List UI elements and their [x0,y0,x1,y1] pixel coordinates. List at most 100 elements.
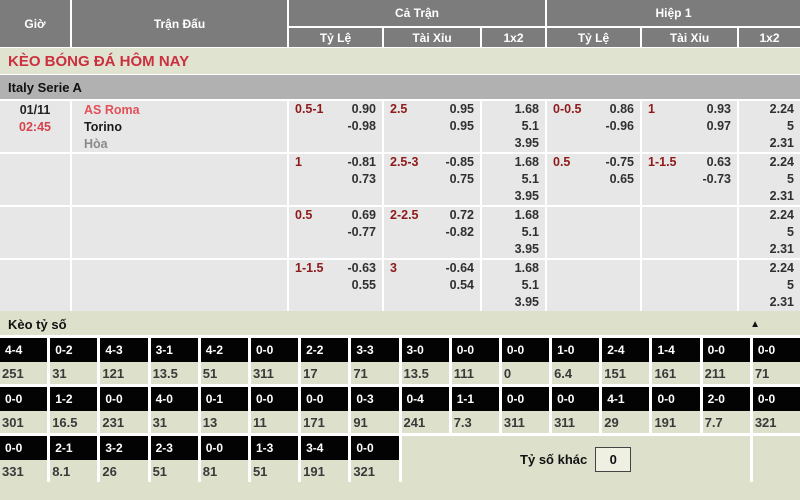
collapse-arrow-icon[interactable]: ▲ [750,318,760,330]
odds-value[interactable]: 5 [787,278,794,292]
score-chip[interactable]: 0-0 [0,387,48,411]
ft-1x2-cell[interactable]: 1.68 5.1 3.95 [482,207,545,258]
score-chip[interactable]: 1-3 [250,436,299,460]
ft-1x2-cell[interactable]: 1.68 5.1 3.95 [482,154,545,205]
odds-value[interactable]: 5.1 [521,119,539,133]
odds-value[interactable]: 0.90 [351,102,376,116]
ft-handicap-cell[interactable]: 1 -0.81 0.73 [289,154,382,205]
h1-1x2-cell[interactable]: 2.24 5 2.31 [739,260,800,311]
odds-value[interactable]: 2.31 [769,242,794,256]
home-team[interactable]: AS Roma [84,103,140,117]
odds-value[interactable]: 2.24 [769,155,794,169]
odds-value[interactable]: 3.95 [514,295,539,309]
odds-value[interactable]: 0.72 [449,208,474,222]
score-cell[interactable]: 0-0 0 [501,338,550,384]
h1-over-under-cell[interactable]: 1 0.93 0.97 [642,101,737,152]
odds-value[interactable]: 2.31 [769,136,794,150]
odds-value[interactable]: 5.1 [521,278,539,292]
odds-value[interactable]: -0.81 [347,155,377,169]
score-chip[interactable]: 0-3 [351,387,399,411]
odds-value[interactable]: 2.24 [769,208,794,222]
odds-value[interactable]: 5 [787,172,794,186]
score-cell[interactable]: 0-0 211 [702,338,750,384]
odds-value[interactable]: -0.64 [445,261,475,275]
score-cell[interactable]: 0-0 81 [200,436,248,482]
odds-value[interactable]: 0.63 [706,155,731,169]
score-chip[interactable]: 4-3 [100,338,148,362]
score-cell[interactable]: 2-4 151 [602,338,650,384]
ft-handicap-cell[interactable]: 0.5-1 0.90 -0.98 [289,101,382,152]
score-chip[interactable]: 4-4 [0,338,48,362]
score-chip[interactable]: 0-0 [451,338,499,362]
score-chip[interactable]: 0-0 [250,387,299,411]
score-chip[interactable]: 4-2 [200,338,248,362]
score-cell[interactable]: 3-3 71 [351,338,399,384]
odds-value[interactable]: 0.95 [449,119,474,133]
score-cell[interactable]: 4-3 121 [100,338,148,384]
score-cell[interactable]: 0-2 31 [50,338,98,384]
score-chip[interactable]: 1-4 [652,338,700,362]
h1-handicap-cell[interactable]: 0.5 -0.75 0.65 [547,154,640,205]
score-chip[interactable]: 0-0 [552,387,600,411]
score-cell[interactable]: 4-0 31 [150,387,198,433]
score-chip[interactable]: 0-0 [752,387,800,411]
score-cell[interactable]: 0-0 321 [351,436,399,482]
score-chip[interactable]: 4-1 [602,387,650,411]
score-chip[interactable]: 3-4 [301,436,349,460]
score-chip[interactable]: 2-0 [702,387,750,411]
score-cell[interactable]: 1-2 16.5 [50,387,98,433]
h1-1x2-cell[interactable]: 2.24 5 2.31 [739,207,800,258]
score-cell[interactable]: 4-1 29 [602,387,650,433]
odds-value[interactable]: 3.95 [514,136,539,150]
score-chip[interactable]: 0-1 [200,387,248,411]
score-chip[interactable]: 3-0 [401,338,449,362]
score-cell[interactable]: 0-0 321 [752,387,800,433]
odds-value[interactable]: 3.95 [514,189,539,203]
score-chip[interactable]: 1-2 [50,387,98,411]
odds-value[interactable]: 2.24 [769,102,794,116]
odds-value[interactable]: -0.98 [347,119,377,133]
score-cell[interactable]: 0-0 331 [0,436,48,482]
score-chip[interactable]: 2-4 [602,338,650,362]
score-chip[interactable]: 0-0 [752,338,800,362]
odds-value[interactable]: 0.75 [449,172,474,186]
ft-over-under-cell[interactable]: 2.5-3 -0.85 0.75 [384,154,480,205]
odds-value[interactable]: 0.55 [351,278,376,292]
ft-1x2-cell[interactable]: 1.68 5.1 3.95 [482,260,545,311]
ft-over-under-cell[interactable]: 2-2.5 0.72 -0.82 [384,207,480,258]
odds-value[interactable]: -0.85 [445,155,475,169]
odds-value[interactable]: 5 [787,119,794,133]
odds-value[interactable]: -0.96 [605,119,635,133]
score-cell[interactable]: 0-0 111 [451,338,499,384]
score-cell[interactable]: 0-0 11 [250,387,299,433]
odds-value[interactable]: 0.65 [609,172,634,186]
odds-value[interactable]: 0.54 [449,278,474,292]
score-chip[interactable]: 0-0 [501,338,550,362]
odds-value[interactable]: 5.1 [521,172,539,186]
odds-value[interactable]: 0.95 [449,102,474,116]
odds-value[interactable]: 0.73 [351,172,376,186]
odds-value[interactable]: -0.63 [347,261,377,275]
score-chip[interactable]: 4-0 [150,387,198,411]
odds-value[interactable]: 0.69 [351,208,376,222]
h1-over-under-cell[interactable]: 1-1.5 0.63 -0.73 [642,154,737,205]
score-chip[interactable]: 3-2 [100,436,148,460]
score-cell[interactable]: 1-3 51 [250,436,299,482]
ft-1x2-cell[interactable]: 1.68 5.1 3.95 [482,101,545,152]
ft-handicap-cell[interactable]: 1-1.5 -0.63 0.55 [289,260,382,311]
ft-over-under-cell[interactable]: 2.5 0.95 0.95 [384,101,480,152]
odds-value[interactable]: 1.68 [514,102,539,116]
odds-value[interactable]: 1.68 [514,155,539,169]
ft-handicap-cell[interactable]: 0.5 0.69 -0.77 [289,207,382,258]
score-cell[interactable]: 0-0 71 [752,338,800,384]
score-chip[interactable]: 0-0 [351,436,399,460]
score-cell[interactable]: 0-4 241 [401,387,449,433]
score-cell[interactable]: 1-0 6.4 [552,338,600,384]
odds-value[interactable]: 2.31 [769,189,794,203]
score-cell[interactable]: 1-1 7.3 [451,387,499,433]
odds-value[interactable]: 2.24 [769,261,794,275]
odds-value[interactable]: 1.68 [514,208,539,222]
odds-value[interactable]: 0.86 [609,102,634,116]
score-chip[interactable]: 3-3 [351,338,399,362]
score-cell[interactable]: 3-0 13.5 [401,338,449,384]
